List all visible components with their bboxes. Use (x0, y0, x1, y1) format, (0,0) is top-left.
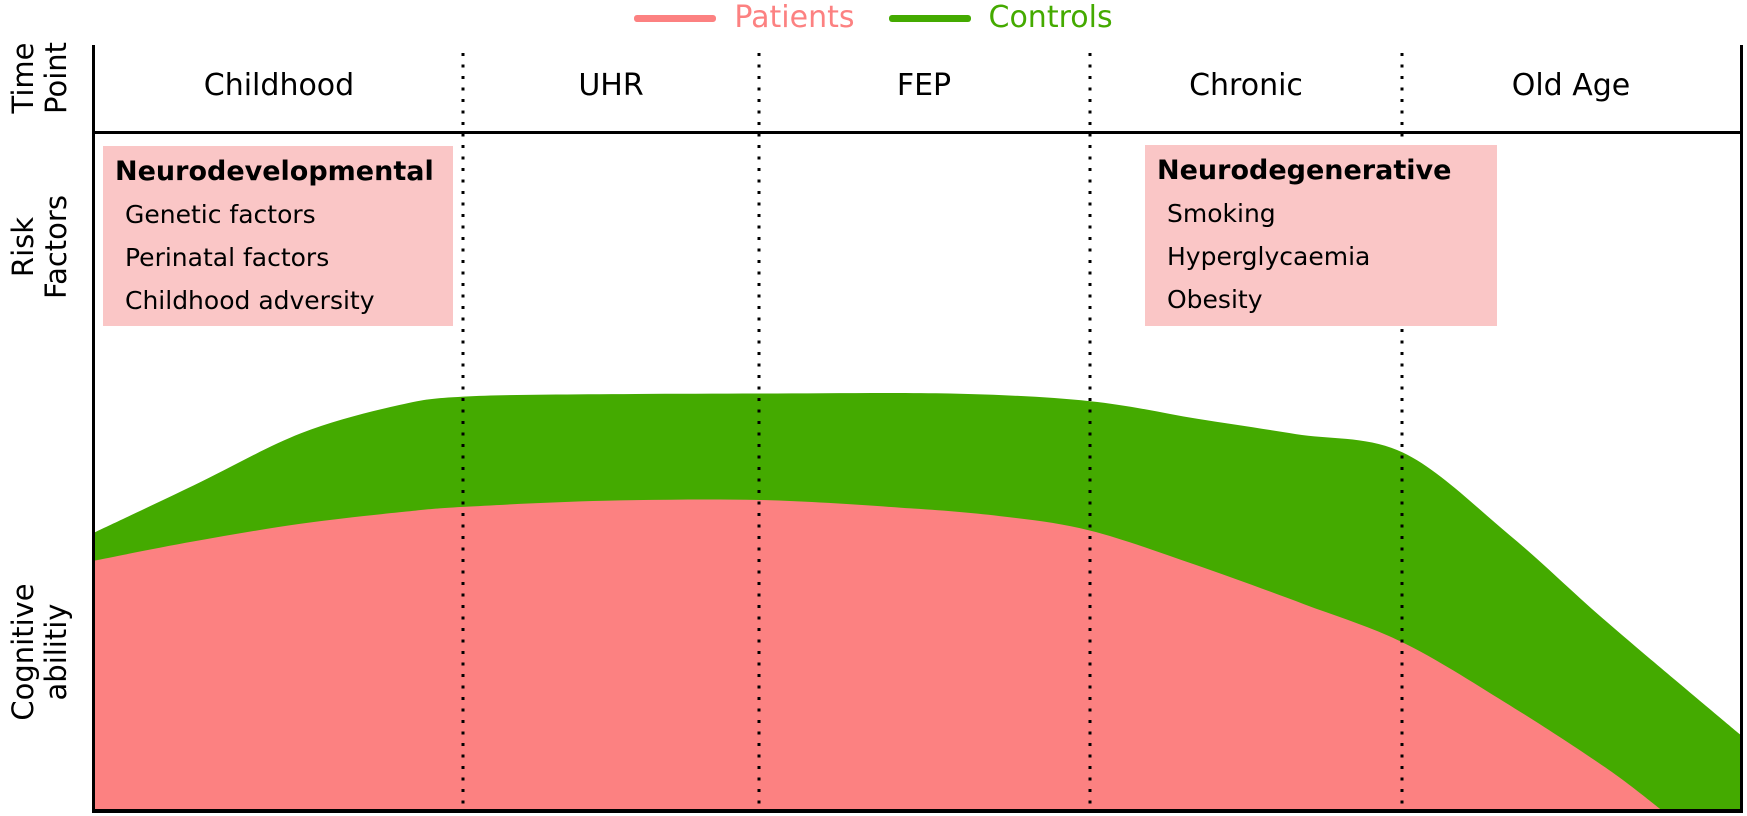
risk-factors-axis-label-line2: Factors (39, 195, 73, 299)
controls-legend-label: Controls (988, 0, 1113, 35)
time-label-childhood: Childhood (203, 68, 355, 103)
risk-box-item: Genetic factors (125, 200, 316, 229)
legend-item-controls: Controls (888, 0, 1113, 35)
risk-box-item: Childhood adversity (125, 286, 375, 315)
risk-box-item: Hyperglycaemia (1167, 242, 1371, 271)
legend: Patients Controls (0, 2, 1747, 34)
risk-box-item: Perinatal factors (125, 243, 330, 272)
risk-factors-axis-label: Risk Factors (6, 195, 73, 299)
plot-right-border (1740, 45, 1743, 813)
time-label-uhr: UHR (578, 68, 644, 103)
cognitive-ability-axis-label: Cognitive abilitiy (6, 583, 73, 721)
plot-left-border (92, 45, 95, 813)
risk-box-title: Neurodegenerative (1157, 155, 1452, 186)
patients-area (95, 499, 1663, 811)
time-point-axis-label: Time Point (6, 41, 73, 115)
cognitive-ability-axis-label-line2: abilitiy (39, 603, 73, 701)
time-point-axis-label-line1: Time (6, 42, 40, 114)
risk-box-title: Neurodevelopmental (115, 156, 434, 187)
controls-line-swatch (888, 14, 971, 22)
plot-bottom-border (92, 809, 1743, 813)
risk-box-neurodegenerative: Neurodegenerative Smoking Hyperglycaemia… (1145, 145, 1497, 326)
cognitive-trajectory-chart (95, 53, 1740, 811)
timepoint-risk-separator-line (92, 131, 1743, 134)
time-label-fep: FEP (896, 68, 952, 103)
patients-legend-label: Patients (734, 0, 855, 35)
risk-factors-axis-label-line1: Risk (6, 216, 40, 278)
legend-item-patients: Patients (634, 0, 855, 35)
risk-box-neurodevelopmental: Neurodevelopmental Genetic factors Perin… (103, 146, 453, 326)
time-label-chronic: Chronic (1189, 68, 1303, 103)
patients-line-swatch (634, 14, 717, 22)
time-label-old-age: Old Age (1511, 68, 1631, 103)
time-point-axis-label-line2: Point (39, 41, 73, 115)
cognitive-ability-axis-label-line1: Cognitive (6, 583, 40, 721)
risk-box-item: Obesity (1167, 285, 1263, 314)
risk-box-item: Smoking (1167, 199, 1276, 228)
